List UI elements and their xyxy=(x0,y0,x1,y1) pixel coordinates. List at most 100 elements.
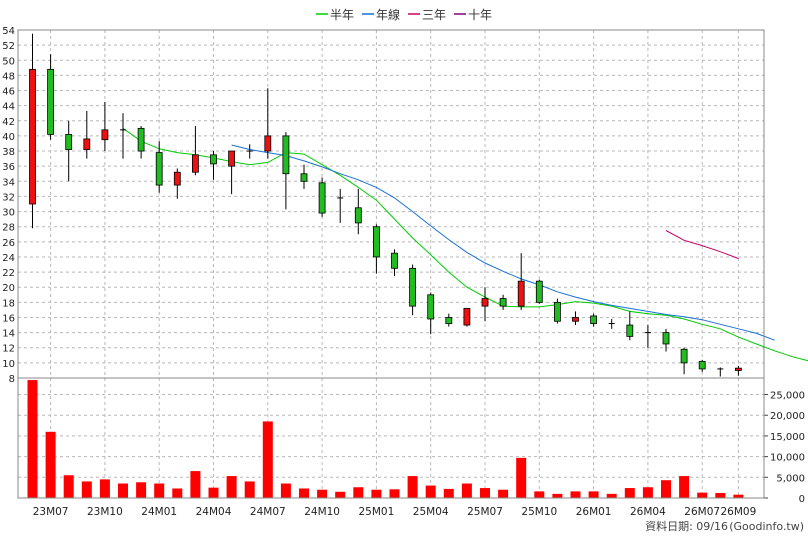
candle-body xyxy=(427,294,435,320)
legend-label: 三年 xyxy=(422,8,446,22)
candle xyxy=(445,313,453,327)
candle xyxy=(481,287,489,322)
candle xyxy=(354,188,362,235)
candle xyxy=(65,120,73,182)
candle xyxy=(409,264,417,316)
legend-label: 半年 xyxy=(330,8,354,22)
volume-bar xyxy=(244,481,255,498)
volume-bars xyxy=(27,380,744,498)
candle-body xyxy=(137,127,145,152)
volume-bar xyxy=(642,487,653,498)
volume-bar xyxy=(299,488,309,498)
candle xyxy=(463,307,471,327)
legend-label: 年線 xyxy=(376,7,400,22)
candle xyxy=(337,188,344,223)
volume-bar xyxy=(353,487,364,498)
candle xyxy=(282,132,290,210)
candle xyxy=(517,253,525,310)
volume-bar xyxy=(534,491,545,498)
ma-line xyxy=(231,144,775,341)
candle xyxy=(698,359,706,372)
price-tick-label: 20 xyxy=(2,283,15,294)
volume-bar xyxy=(27,380,38,498)
volume-bar xyxy=(570,491,581,498)
volume-tick-label: 15,000 xyxy=(770,432,805,443)
x-tick-label: 25M01 xyxy=(359,506,395,518)
candle xyxy=(372,224,380,274)
moving-average-lines xyxy=(122,127,808,362)
price-tick-label: 18 xyxy=(2,298,15,309)
candle-body xyxy=(191,154,199,173)
volume-bar xyxy=(154,483,165,498)
candle xyxy=(83,110,91,159)
candle xyxy=(717,367,724,377)
price-tick-label: 14 xyxy=(2,329,15,340)
x-tick-label: 23M07 xyxy=(33,506,69,518)
price-tick-label: 16 xyxy=(2,313,15,324)
candle-body xyxy=(499,298,507,307)
candle-body xyxy=(409,267,417,307)
candle xyxy=(228,150,236,195)
price-tick-label: 54 xyxy=(2,26,15,37)
candle xyxy=(137,126,145,159)
volume-bar xyxy=(45,431,56,498)
volume-panel-frame xyxy=(17,377,765,499)
price-tick-label: 26 xyxy=(2,238,15,249)
candle xyxy=(391,249,398,276)
price-tick-label: 44 xyxy=(2,102,15,113)
x-tick-label: 26M09 xyxy=(721,506,757,518)
price-tick-label: 42 xyxy=(2,117,15,128)
volume-bar xyxy=(588,491,599,498)
volume-bar xyxy=(81,481,92,498)
candle xyxy=(626,311,634,341)
footer-data-date: 資料日期: 09/16 xyxy=(645,519,728,533)
price-tick-label: 48 xyxy=(2,71,15,82)
candle xyxy=(47,54,54,140)
candle xyxy=(554,298,561,324)
price-tick-label: 46 xyxy=(2,87,15,98)
candle xyxy=(191,126,199,176)
volume-tick-label: 25,000 xyxy=(770,391,805,402)
volume-bar xyxy=(172,488,183,498)
price-tick-label: 34 xyxy=(2,177,15,188)
volume-bar xyxy=(516,457,527,498)
volume-bar xyxy=(733,494,744,498)
x-tick-label: 25M04 xyxy=(413,506,449,518)
price-tick-label: 36 xyxy=(2,162,15,173)
candle-body xyxy=(554,301,561,322)
volume-bar xyxy=(136,482,147,498)
volume-bar xyxy=(389,489,400,498)
candle xyxy=(735,365,742,376)
candle xyxy=(499,294,507,310)
volume-tick-label: 0 xyxy=(799,494,805,505)
candle-body xyxy=(463,307,471,326)
volume-bar xyxy=(443,488,454,498)
volume-bar xyxy=(208,487,219,498)
price-tick-label: 24 xyxy=(2,253,15,264)
volume-bar xyxy=(335,491,346,498)
candle-body xyxy=(264,135,272,152)
volume-bar xyxy=(425,485,436,498)
x-tick-label: 26M07 xyxy=(684,506,720,518)
candle-body xyxy=(572,317,579,322)
volume-bar xyxy=(552,493,563,498)
volume-bar xyxy=(624,488,635,498)
candle xyxy=(210,151,217,180)
candle xyxy=(572,311,579,326)
candle-body xyxy=(101,129,109,141)
legend: 半年 年線 三年 十年 xyxy=(316,7,492,22)
candle-body xyxy=(481,298,489,307)
price-tick-label: 38 xyxy=(2,147,15,158)
candle-body xyxy=(155,152,163,186)
candle-body xyxy=(300,173,308,182)
x-tick-label: 24M10 xyxy=(304,506,340,518)
volume-bar xyxy=(63,475,74,498)
candle xyxy=(173,168,181,199)
candle xyxy=(318,177,326,217)
price-tick-label: 30 xyxy=(2,208,15,219)
candle-body xyxy=(626,324,634,337)
candle-body xyxy=(318,182,326,214)
candle xyxy=(662,328,670,352)
candle xyxy=(120,113,126,159)
